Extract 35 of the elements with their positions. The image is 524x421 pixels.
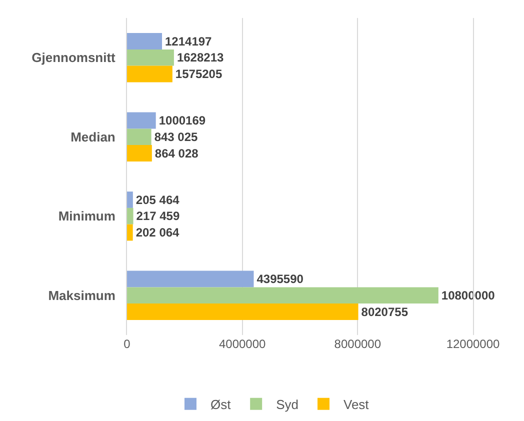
data-label: 1000169 xyxy=(158,114,206,128)
legend-label: Syd xyxy=(276,396,298,412)
data-label: 202 064 xyxy=(136,226,180,240)
data-label: 1628213 xyxy=(176,50,224,65)
data-label: 4395590 xyxy=(256,272,304,286)
bar xyxy=(127,66,172,82)
data-label: 1214197 xyxy=(165,34,212,48)
data-label: 205 464 xyxy=(136,192,180,207)
data-label: 843 025 xyxy=(154,130,198,144)
bar xyxy=(127,224,133,241)
data-label: 10800000 xyxy=(441,288,496,302)
data-label: 1575205 xyxy=(175,67,222,81)
x-tick-label: 4000000 xyxy=(218,337,266,351)
y-tick-label: Median xyxy=(70,129,116,144)
y-tick-label: Minimum xyxy=(58,208,116,224)
bar xyxy=(127,304,358,320)
y-tick-label: Maksimum xyxy=(48,288,116,303)
data-label: 217 459 xyxy=(136,209,180,224)
bar xyxy=(127,192,133,208)
x-tick-label: 8000000 xyxy=(334,337,382,351)
legend-label: Vest xyxy=(344,396,370,412)
x-tick-label: 12000000 xyxy=(446,337,500,351)
y-tick-label: Gjennomsnitt xyxy=(32,50,116,66)
bar xyxy=(127,270,254,288)
bar xyxy=(127,128,152,146)
bar xyxy=(127,33,162,50)
data-label: 864 028 xyxy=(154,146,199,160)
legend-label: Øst xyxy=(210,396,232,412)
bar xyxy=(127,112,156,129)
data-label: 8020755 xyxy=(361,304,408,319)
bar xyxy=(127,287,438,304)
bar xyxy=(127,49,174,66)
bar xyxy=(127,208,134,224)
bar xyxy=(127,145,152,162)
x-tick-label: 0 xyxy=(124,337,131,351)
